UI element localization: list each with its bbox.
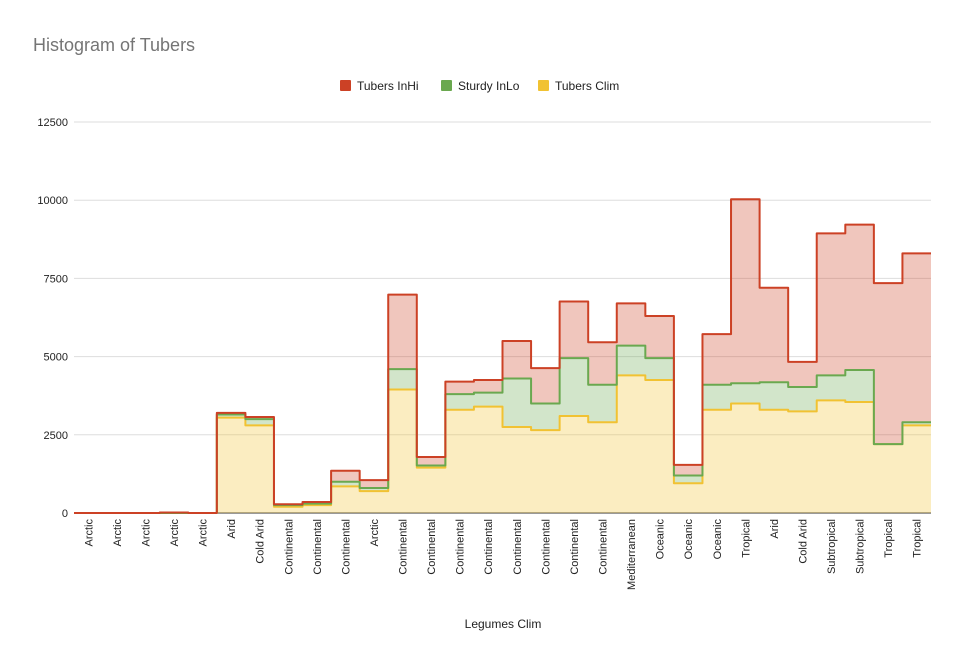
x-tick-label: Cold Arid (797, 519, 809, 564)
legend: Tubers InHi Sturdy InLo Tubers Clim (340, 79, 619, 93)
x-tick-label: Tropical (912, 519, 924, 558)
x-tick-label: Continental (312, 519, 324, 575)
area-tubers-clim (74, 375, 931, 513)
x-tick-label: Subtropical (826, 519, 838, 574)
y-tick-label: 5000 (44, 352, 68, 364)
x-tick-label: Cold Arid (255, 519, 267, 564)
x-tick-label: Continental (512, 519, 524, 575)
x-tick-label: Arctic (112, 519, 124, 547)
y-tick-label: 10000 (37, 195, 68, 207)
legend-swatch-tubers-clim (538, 80, 549, 91)
legend-swatch-tubers-inhi (340, 80, 351, 91)
x-tick-label: Continental (283, 519, 295, 575)
legend-label-sturdy-inlo: Sturdy InLo (458, 79, 520, 93)
legend-swatch-sturdy-inlo (441, 80, 452, 91)
legend-label-tubers-clim: Tubers Clim (555, 79, 619, 93)
x-tick-label: Arctic (140, 519, 152, 547)
x-tick-label: Subtropical (855, 519, 867, 574)
x-tick-label: Continental (540, 519, 552, 575)
x-axis-ticks: Arctic Arctic Arctic Arctic Arctic Arid Cold A… (83, 519, 923, 590)
line-tubers-inhi (74, 198, 931, 514)
x-axis-label: Legumes Clim (465, 617, 542, 631)
area-sturdy-inlo (74, 345, 931, 513)
x-tick-label: Tropical (740, 519, 752, 558)
x-tick-label: Arid (226, 519, 238, 539)
y-axis-ticks: 0 2500 5000 7500 10000 12500 (37, 117, 68, 520)
y-tick-label: 7500 (44, 273, 68, 285)
y-tick-label: 0 (62, 508, 68, 520)
x-tick-label: Oceanic (712, 519, 724, 560)
x-tick-label: Continental (340, 519, 352, 575)
x-tick-label: Continental (597, 519, 609, 575)
x-tick-label: Arctic (369, 519, 381, 547)
x-tick-label: Continental (483, 519, 495, 575)
x-tick-label: Continental (455, 519, 467, 575)
x-tick-label: Mediterranean (626, 519, 638, 590)
x-tick-label: Tropical (883, 519, 895, 558)
y-tick-label: 2500 (44, 430, 68, 442)
x-tick-label: Arctic (198, 519, 210, 547)
x-tick-label: Arid (769, 519, 781, 539)
y-tick-label: 12500 (37, 117, 68, 129)
x-tick-label: Oceanic (655, 519, 667, 560)
x-tick-label: Continental (569, 519, 581, 575)
x-tick-label: Arctic (169, 519, 181, 547)
x-tick-label: Continental (426, 519, 438, 575)
series-lines (74, 198, 931, 514)
chart-title: Histogram of Tubers (33, 35, 195, 55)
x-tick-label: Continental (398, 519, 410, 575)
legend-label-tubers-inhi: Tubers InHi (357, 79, 419, 93)
x-tick-label: Oceanic (683, 519, 695, 560)
x-tick-label: Arctic (83, 519, 95, 547)
